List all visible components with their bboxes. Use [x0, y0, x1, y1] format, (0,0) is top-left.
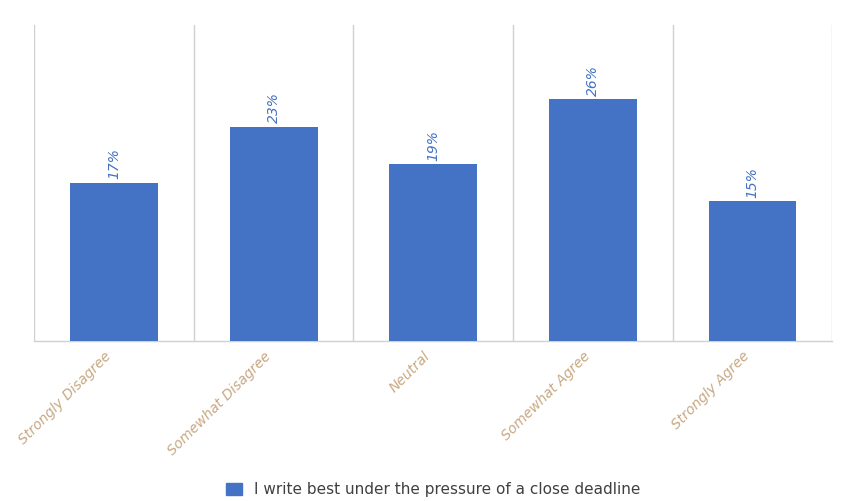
- Legend: I write best under the pressure of a close deadline: I write best under the pressure of a clo…: [227, 482, 640, 497]
- Bar: [70, 183, 158, 341]
- Text: 26%: 26%: [586, 65, 600, 96]
- Bar: [230, 127, 317, 341]
- Text: 17%: 17%: [107, 148, 121, 179]
- Text: 23%: 23%: [267, 93, 281, 123]
- Text: 15%: 15%: [746, 167, 759, 198]
- Bar: [549, 99, 637, 341]
- Bar: [390, 164, 477, 341]
- Text: 19%: 19%: [426, 130, 440, 161]
- Bar: [709, 201, 796, 341]
